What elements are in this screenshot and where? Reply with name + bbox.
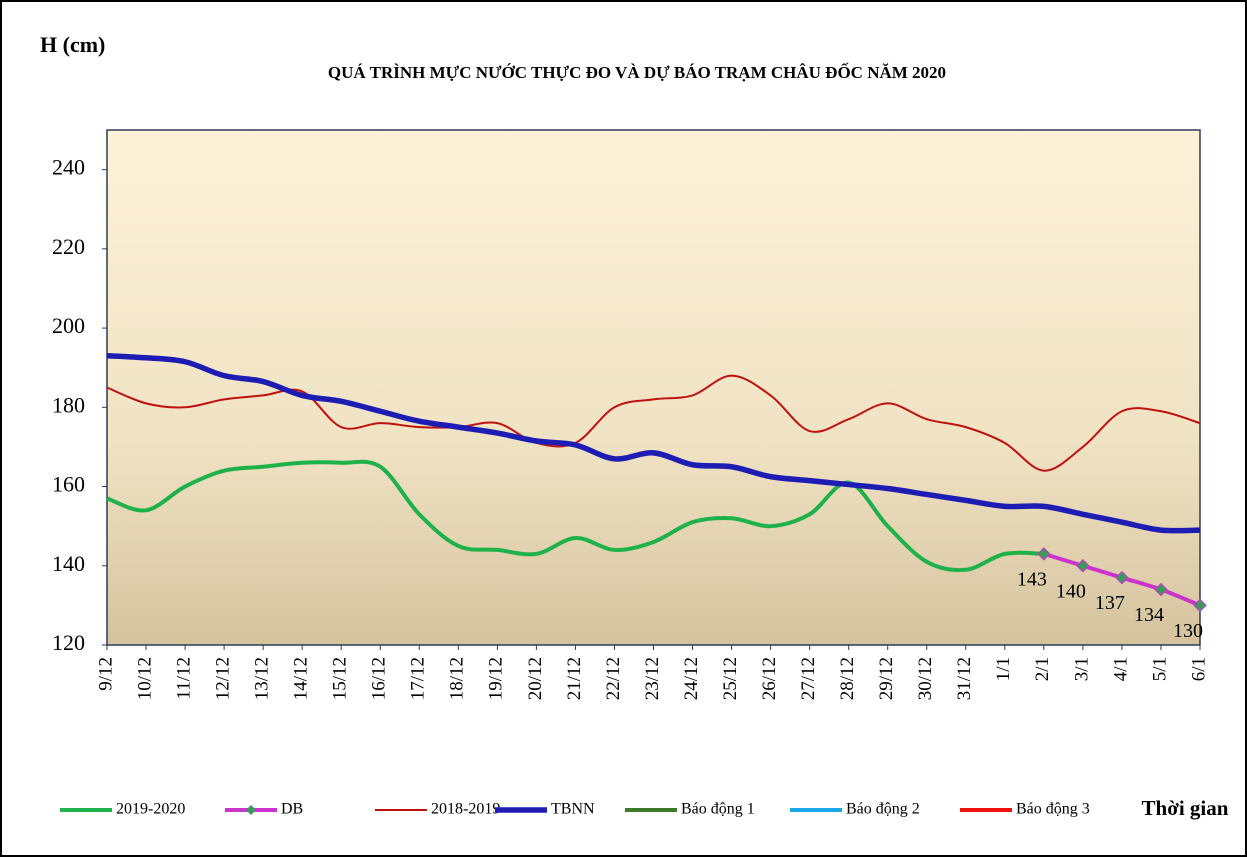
marker xyxy=(1037,547,1051,561)
x-tick-label: 10/12 xyxy=(134,657,155,700)
y-tick-label: 180 xyxy=(52,392,85,417)
data-label: 140 xyxy=(1056,580,1086,602)
x-tick-label: 17/12 xyxy=(408,657,429,700)
data-label: 130 xyxy=(1173,620,1203,642)
x-tick-label: 11/12 xyxy=(173,657,194,700)
x-tick-label: 25/12 xyxy=(720,657,741,700)
x-tick-label: 9/12 xyxy=(95,657,116,691)
legend-label: Báo động 3 xyxy=(1016,801,1090,818)
y-tick-label: 160 xyxy=(52,472,85,497)
data-label: 143 xyxy=(1017,568,1047,590)
marker xyxy=(1154,582,1168,597)
x-tick-label: 4/1 xyxy=(1110,657,1131,681)
legend-marker xyxy=(246,805,256,815)
x-tick-label: 26/12 xyxy=(759,657,780,700)
series-line xyxy=(106,459,1044,573)
y-axis-label: H (cm) xyxy=(40,32,105,57)
x-tick-label: 23/12 xyxy=(642,657,663,700)
x-tick-label: 16/12 xyxy=(369,657,390,700)
x-tick-label: 5/1 xyxy=(1149,657,1170,681)
series-line xyxy=(106,353,1201,534)
x-tick-label: 27/12 xyxy=(798,657,819,700)
plot-area xyxy=(106,129,1201,646)
data-label: 134 xyxy=(1134,604,1164,626)
x-tick-label: 12/12 xyxy=(212,657,233,700)
legend-label: Báo động 1 xyxy=(681,801,755,818)
marker xyxy=(1115,570,1129,585)
marker xyxy=(1193,598,1207,613)
y-tick-label: 140 xyxy=(52,551,85,576)
data-label: 137 xyxy=(1095,592,1125,614)
x-tick-label: 20/12 xyxy=(525,657,546,700)
x-tick-label: 28/12 xyxy=(837,657,858,700)
y-tick-label: 120 xyxy=(52,630,85,655)
x-tick-label: 30/12 xyxy=(915,657,936,700)
x-tick-label: 15/12 xyxy=(330,657,351,700)
x-tick-label: 2/1 xyxy=(1032,657,1053,681)
x-tick-label: 21/12 xyxy=(564,657,585,700)
x-tick-label: 31/12 xyxy=(954,657,975,700)
x-tick-label: 24/12 xyxy=(681,657,702,700)
legend-label: 2019-2020 xyxy=(116,801,185,818)
legend-label: DB xyxy=(281,801,303,818)
x-tick-label: 19/12 xyxy=(486,657,507,700)
x-axis-label: Thời gian xyxy=(1142,796,1229,820)
legend-label: TBNN xyxy=(551,801,595,818)
x-tick-label: 1/1 xyxy=(993,657,1014,681)
legend-label: 2018-2019 xyxy=(431,801,500,818)
y-tick-label: 220 xyxy=(52,234,85,259)
chart-title: QUÁ TRÌNH MỰC NƯỚC THỰC ĐO VÀ DỰ BÁO TRẠ… xyxy=(328,62,946,82)
x-tick-label: 13/12 xyxy=(252,657,273,700)
y-tick-label: 200 xyxy=(52,313,85,338)
legend-label: Báo động 2 xyxy=(846,801,920,818)
marker xyxy=(1076,559,1090,573)
y-tick-label: 240 xyxy=(52,155,85,180)
x-tick-label: 22/12 xyxy=(603,657,624,700)
x-tick-label: 18/12 xyxy=(447,657,468,700)
x-tick-label: 14/12 xyxy=(291,657,312,700)
x-tick-label: 29/12 xyxy=(876,657,897,700)
x-tick-label: 3/1 xyxy=(1071,657,1092,681)
x-tick-label: 6/1 xyxy=(1188,657,1209,681)
